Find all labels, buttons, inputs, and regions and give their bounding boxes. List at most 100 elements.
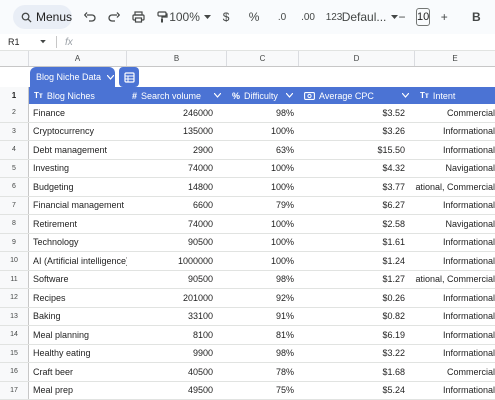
cell-intent[interactable]: Informational [442,237,495,248]
row-number[interactable]: 5 [0,159,29,177]
increase-decimal-button[interactable]: .00 [298,5,318,29]
cell-average-cpc[interactable]: $1.61 [382,237,405,248]
cell-difficulty[interactable]: 78% [275,366,294,377]
cell-intent[interactable]: Informational [442,200,495,211]
cell-average-cpc[interactable]: $3.22 [382,348,405,359]
cell-difficulty[interactable]: 100% [270,126,294,137]
cell-difficulty[interactable]: 100% [270,218,294,229]
cell-intent[interactable]: Informational [442,329,495,340]
cell-difficulty[interactable]: 100% [270,255,294,266]
currency-format-button[interactable]: $ [222,10,230,24]
cell-difficulty[interactable]: 98% [275,274,294,285]
cell-average-cpc[interactable]: $1.27 [382,274,405,285]
cell-blog-niche[interactable]: Meal prep [33,385,74,396]
cell-difficulty[interactable]: 100% [270,237,294,248]
row-number[interactable]: 9 [0,233,29,251]
cell-blog-niche[interactable]: AI (Artificial intelligence) [33,255,127,266]
cell-average-cpc[interactable]: $0.26 [382,292,405,303]
cell-search-volume[interactable]: 1000000 [177,255,213,266]
decrease-font-size-button[interactable]: − [398,10,406,24]
cell-difficulty[interactable]: 75% [275,385,294,396]
cell-intent[interactable]: Informational, Commercial [415,181,495,192]
font-family-select[interactable]: Defaul... [342,5,399,29]
select-all-corner[interactable] [0,51,29,66]
row-number[interactable]: 4 [0,141,29,159]
cell-intent[interactable]: Informational [442,255,495,266]
row-number[interactable]: 6 [0,178,29,196]
cell-intent[interactable]: Navigational [445,218,495,229]
row-number[interactable]: 11 [0,270,29,288]
cell-intent[interactable]: Commercial [446,107,495,118]
cell-blog-niche[interactable]: Financial management [33,200,125,211]
row-number[interactable]: 3 [0,122,29,140]
cell-average-cpc[interactable]: $3.26 [382,126,405,137]
row-number[interactable]: 15 [0,344,29,362]
cell-average-cpc[interactable]: $3.52 [382,107,405,118]
redo-button[interactable] [104,5,124,29]
cell-difficulty[interactable]: 92% [275,292,294,303]
cell-blog-niche[interactable]: Retirement [33,218,78,229]
cell-search-volume[interactable]: 246000 [182,107,213,118]
cell-average-cpc[interactable]: $1.68 [382,366,405,377]
column-header-a[interactable]: A [29,51,127,66]
paint-format-button[interactable] [152,5,172,29]
font-size-input[interactable]: 10 [416,8,431,26]
cell-search-volume[interactable]: 135000 [182,126,213,137]
formula-input[interactable] [73,35,495,49]
row-number[interactable]: 7 [0,196,29,214]
cell-average-cpc[interactable]: $0.82 [382,311,405,322]
cell-blog-niche[interactable]: Finance [33,107,66,118]
column-header-e[interactable]: E [452,54,458,63]
name-box[interactable]: R1 [0,37,52,47]
cell-intent[interactable]: Informational [442,385,495,396]
row-number[interactable]: 2 [0,104,29,122]
cell-blog-niche[interactable]: Software [33,274,69,285]
print-button[interactable] [128,5,148,29]
decrease-decimal-button[interactable]: .0 [272,5,292,29]
cell-blog-niche[interactable]: Craft beer [33,366,74,377]
column-header-b[interactable]: B [127,51,227,66]
cell-average-cpc[interactable]: $6.19 [382,329,405,340]
cell-difficulty[interactable]: 100% [270,163,294,174]
cell-intent[interactable]: Informational [442,348,495,359]
zoom-select[interactable]: 100% [169,5,211,29]
header-search-volume[interactable]: # Search volume [127,87,227,104]
cell-blog-niche[interactable]: Technology [33,237,79,248]
cell-intent[interactable]: Informational [442,144,495,155]
cell-search-volume[interactable]: 74000 [187,218,213,229]
cell-blog-niche[interactable]: Investing [33,163,70,174]
percent-format-button[interactable]: % [248,10,260,24]
cell-intent[interactable]: Informational [442,292,495,303]
cell-difficulty[interactable]: 98% [275,348,294,359]
cell-blog-niche[interactable]: Budgeting [33,181,74,192]
table-view-button[interactable] [119,67,139,87]
cell-search-volume[interactable]: 2900 [192,144,213,155]
cell-search-volume[interactable]: 8100 [192,329,213,340]
cell-difficulty[interactable]: 91% [275,311,294,322]
cell-search-volume[interactable]: 6600 [192,200,213,211]
undo-button[interactable] [80,5,100,29]
cell-intent[interactable]: Commercial [446,366,495,377]
row-number[interactable]: 16 [0,363,29,381]
header-intent[interactable]: Tт Intent [415,87,495,104]
cell-search-volume[interactable]: 9900 [192,348,213,359]
cell-search-volume[interactable]: 40500 [187,366,213,377]
cell-search-volume[interactable]: 33100 [187,311,213,322]
column-header-c[interactable]: C [227,51,299,66]
table-name-chip[interactable]: Blog Niche Data [30,67,115,87]
cell-difficulty[interactable]: 63% [275,144,294,155]
cell-average-cpc[interactable]: $3.77 [382,181,405,192]
cell-difficulty[interactable]: 79% [275,200,294,211]
cell-intent[interactable]: Informational, Commercial [415,274,495,285]
header-average-cpc[interactable]: Average CPC [299,87,415,104]
cell-difficulty[interactable]: 98% [275,107,294,118]
row-number[interactable]: 10 [0,252,29,270]
header-difficulty[interactable]: % Difficulty [227,87,299,104]
cell-difficulty[interactable]: 81% [275,329,294,340]
row-number[interactable]: 12 [0,289,29,307]
header-blog-niches[interactable]: Tт Blog Niches [29,87,127,104]
italic-button[interactable] [490,5,495,29]
cell-average-cpc[interactable]: $1.24 [382,255,405,266]
cell-search-volume[interactable]: 74000 [187,163,213,174]
cell-average-cpc[interactable]: $6.27 [382,200,405,211]
